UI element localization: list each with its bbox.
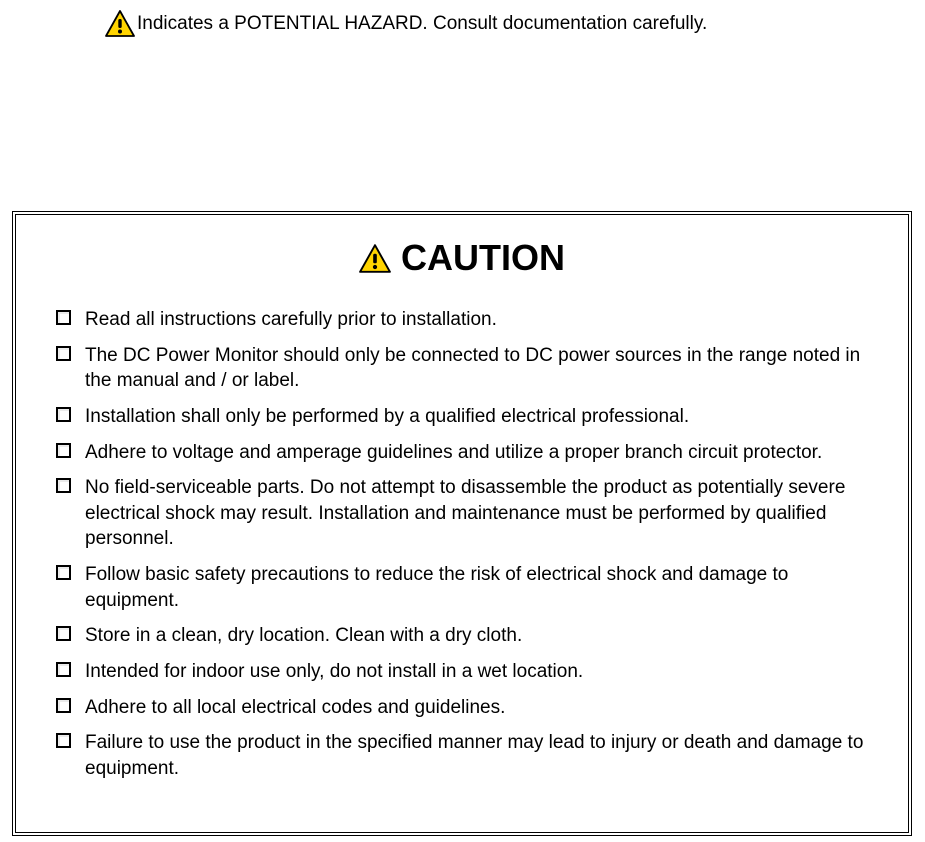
list-item-text: Failure to use the product in the specif… (85, 730, 880, 781)
list-item: No field-serviceable parts. Do not attem… (56, 475, 880, 552)
list-item: Failure to use the product in the specif… (56, 730, 880, 781)
warning-triangle-icon (359, 244, 391, 273)
hazard-legend-text: Indicates a POTENTIAL HAZARD. Consult do… (137, 13, 707, 37)
caution-list: Read all instructions carefully prior to… (44, 307, 880, 782)
list-item-text: Adhere to all local electrical codes and… (85, 695, 880, 721)
list-item: Follow basic safety precautions to reduc… (56, 562, 880, 613)
list-item-text: Installation shall only be performed by … (85, 404, 880, 430)
list-item-text: The DC Power Monitor should only be conn… (85, 343, 880, 394)
list-item: Store in a clean, dry location. Clean wi… (56, 623, 880, 649)
list-item: Installation shall only be performed by … (56, 404, 880, 430)
caution-box: CAUTION Read all instructions carefully … (12, 211, 912, 836)
square-bullet-icon (56, 662, 71, 677)
square-bullet-icon (56, 698, 71, 713)
list-item-text: Store in a clean, dry location. Clean wi… (85, 623, 880, 649)
square-bullet-icon (56, 478, 71, 493)
list-item-text: No field-serviceable parts. Do not attem… (85, 475, 880, 552)
square-bullet-icon (56, 443, 71, 458)
list-item: Intended for indoor use only, do not ins… (56, 659, 880, 685)
square-bullet-icon (56, 346, 71, 361)
hazard-legend: Indicates a POTENTIAL HAZARD. Consult do… (105, 10, 707, 37)
square-bullet-icon (56, 626, 71, 641)
list-item-text: Read all instructions carefully prior to… (85, 307, 880, 333)
square-bullet-icon (56, 733, 71, 748)
warning-triangle-icon (105, 10, 135, 37)
list-item: Adhere to all local electrical codes and… (56, 695, 880, 721)
square-bullet-icon (56, 407, 71, 422)
caution-title-row: CAUTION (44, 237, 880, 279)
list-item-text: Intended for indoor use only, do not ins… (85, 659, 880, 685)
list-item: Read all instructions carefully prior to… (56, 307, 880, 333)
list-item-text: Adhere to voltage and amperage guideline… (85, 440, 880, 466)
square-bullet-icon (56, 565, 71, 580)
square-bullet-icon (56, 310, 71, 325)
list-item: The DC Power Monitor should only be conn… (56, 343, 880, 394)
caution-title: CAUTION (401, 237, 565, 279)
list-item-text: Follow basic safety precautions to reduc… (85, 562, 880, 613)
list-item: Adhere to voltage and amperage guideline… (56, 440, 880, 466)
